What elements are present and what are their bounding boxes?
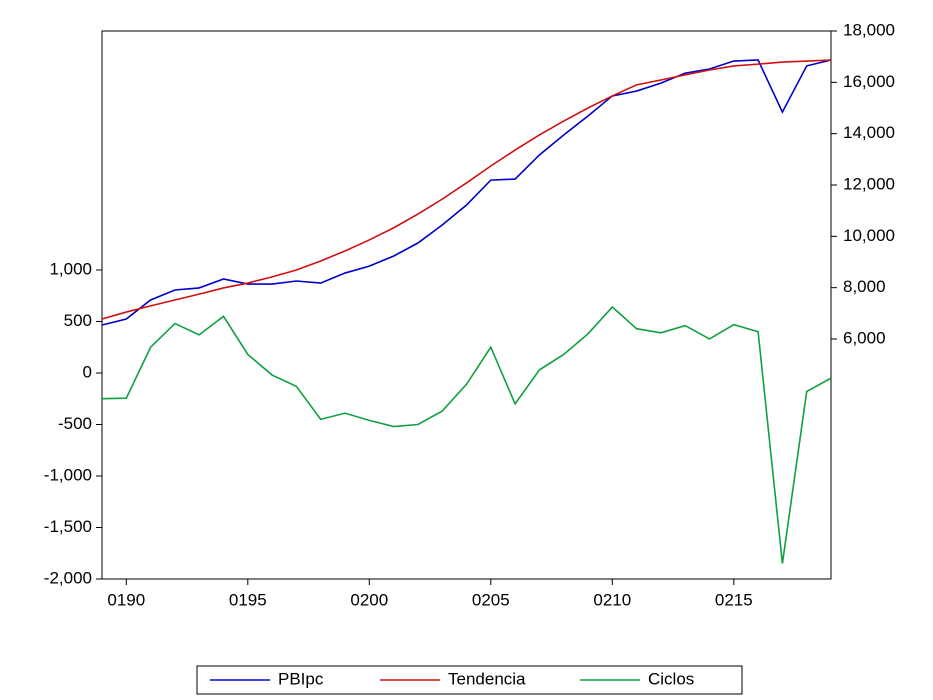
y-tick-label: -1,000 — [44, 465, 92, 484]
y2-tick-label: 16,000 — [843, 72, 895, 91]
y2-tick-label: 12,000 — [843, 174, 895, 193]
y-tick-label: 1,000 — [49, 259, 92, 278]
x-tick-label: 0195 — [229, 590, 267, 609]
x-tick-label: 0200 — [350, 590, 388, 609]
y-tick-label: -2,000 — [44, 568, 92, 587]
legend-box — [196, 665, 743, 695]
plot-frame — [101, 30, 832, 580]
y2-tick-label: 14,000 — [843, 123, 895, 142]
y-tick-label: 0 — [83, 362, 92, 381]
series-line — [101, 59, 832, 320]
x-tick-label: 0215 — [715, 590, 753, 609]
series-line — [101, 305, 832, 564]
legend-label: Ciclos — [648, 669, 694, 688]
legend-label: Tendencia — [448, 669, 526, 688]
y2-tick-label: 18,000 — [843, 20, 895, 39]
y2-tick-label: 10,000 — [843, 226, 895, 245]
x-tick-label: 0210 — [593, 590, 631, 609]
x-tick-label: 0190 — [107, 590, 145, 609]
series-line — [101, 59, 832, 326]
x-tick-label: 0205 — [472, 590, 510, 609]
legend-label: PBIpc — [278, 669, 324, 688]
y2-tick-label: 6,000 — [843, 328, 886, 347]
y-tick-label: -500 — [58, 414, 92, 433]
y-tick-label: -1,500 — [44, 517, 92, 536]
y-tick-label: 500 — [64, 311, 92, 330]
y2-tick-label: 8,000 — [843, 277, 886, 296]
